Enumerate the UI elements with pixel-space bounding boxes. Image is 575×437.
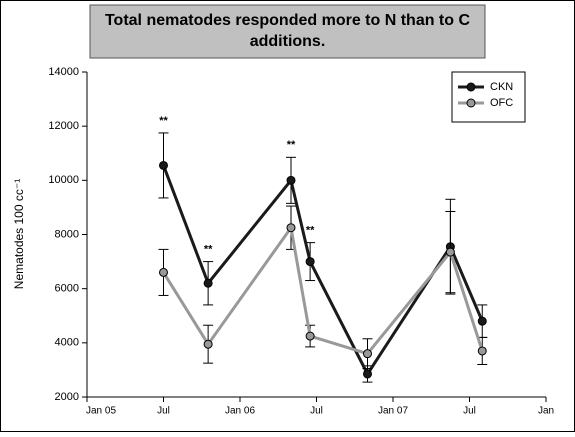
x-tick-label: Jul: [157, 406, 170, 417]
y-tick-label: 14000: [48, 66, 79, 78]
title-box: [89, 4, 486, 59]
point: [477, 316, 487, 326]
point: [203, 339, 213, 349]
annotation: **: [287, 139, 296, 151]
title-holder: Total nematodes responded more to N than…: [104, 12, 471, 50]
point: [286, 223, 296, 233]
annotation: **: [204, 243, 213, 255]
y-tick-label: 8000: [55, 228, 79, 240]
point: [159, 267, 168, 277]
legend-label: OFC: [490, 97, 513, 109]
y-tick-label: 10000: [48, 174, 79, 186]
x-tick-label: Jan 05: [86, 406, 116, 417]
point: [363, 369, 372, 379]
legend-label: CKN: [490, 81, 513, 93]
legend-box: [451, 71, 526, 123]
x-tick-label: Jan: [538, 406, 554, 417]
chart-title: Total nematodes responded more to N than…: [104, 12, 471, 50]
y-axis-label: Nematodes 100 cc⁻¹: [12, 179, 26, 289]
x-tick-label: Jan 06: [225, 406, 255, 417]
point: [159, 160, 168, 170]
point: [286, 175, 296, 185]
x-tick-label: Jul: [463, 406, 476, 417]
point: [305, 257, 315, 267]
x-tick-label: Jan 07: [378, 406, 408, 417]
point: [363, 349, 372, 359]
annotation: **: [306, 225, 315, 237]
point: [203, 278, 213, 288]
point: [305, 331, 315, 341]
x-tick-label: Jul: [310, 406, 323, 417]
y-tick-label: 6000: [55, 283, 79, 295]
legend-marker: [466, 98, 476, 108]
point: [477, 346, 487, 356]
y-tick-label: 12000: [48, 120, 79, 132]
y-tick-label: 4000: [55, 337, 79, 349]
y-tick-label: 2000: [55, 391, 79, 403]
legend-marker: [466, 82, 476, 92]
point: [445, 247, 455, 257]
annotation: **: [159, 115, 168, 127]
